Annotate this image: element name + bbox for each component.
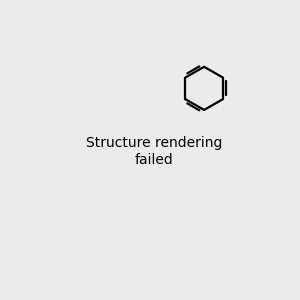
Text: Structure rendering
failed: Structure rendering failed bbox=[85, 136, 222, 166]
